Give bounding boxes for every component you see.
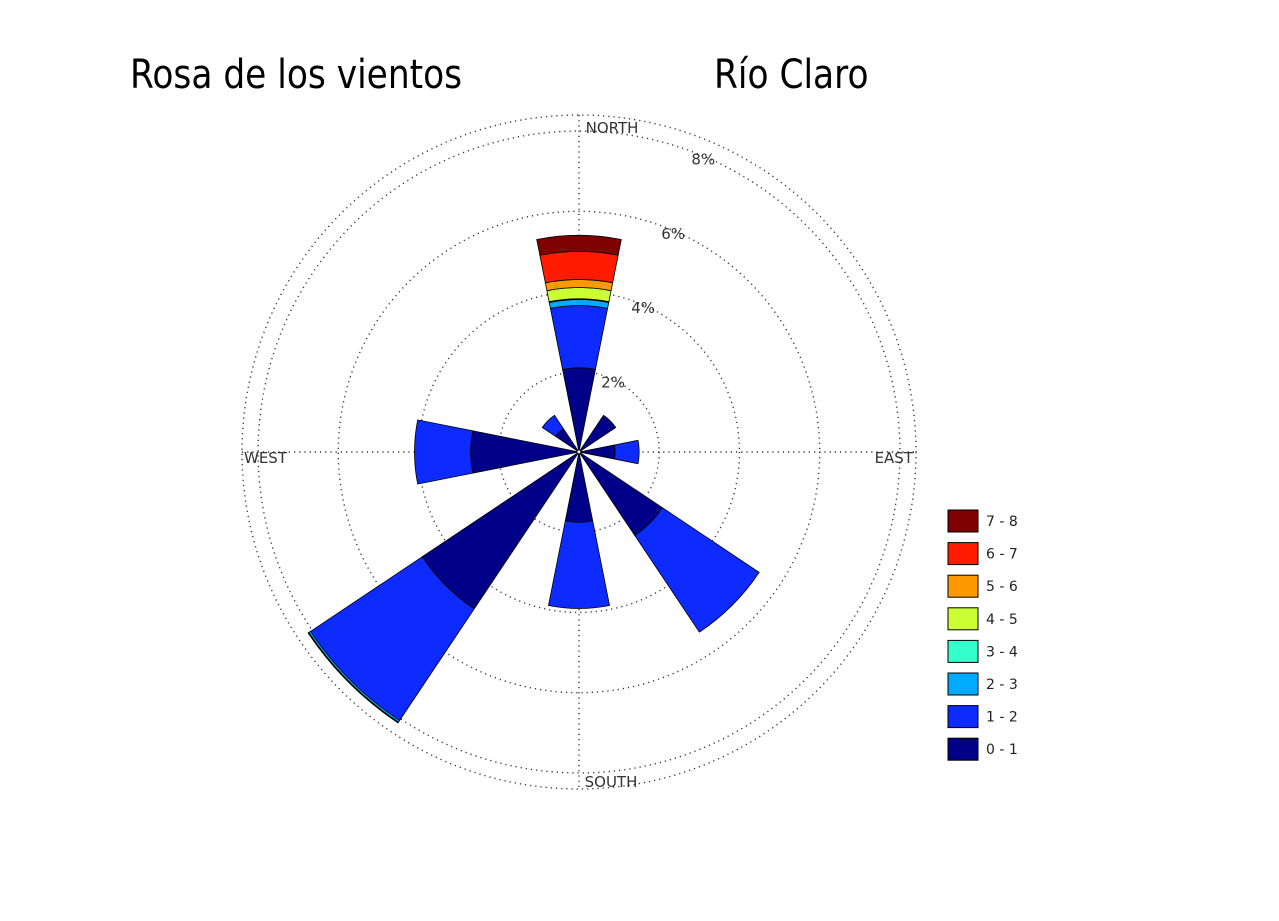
compass-label-south: SOUTH	[585, 773, 638, 791]
legend-label: 4 - 5	[986, 612, 1018, 628]
legend-swatch	[947, 639, 979, 663]
legend-swatch	[947, 607, 979, 631]
wind-sectors	[307, 235, 760, 724]
legend-label: 5 - 6	[986, 579, 1018, 595]
sector-segment	[539, 251, 619, 284]
sector-segment	[549, 305, 609, 370]
grid-ring	[257, 130, 901, 774]
legend-swatch	[947, 574, 979, 598]
legend-swatch	[947, 705, 979, 729]
sector-se	[579, 452, 760, 633]
compass-label-east: EAST	[875, 449, 914, 467]
legend-label: 2 - 3	[986, 677, 1018, 693]
legend-label: 1 - 2	[986, 710, 1018, 726]
sector-segment	[579, 414, 617, 452]
legend-swatch	[947, 542, 979, 566]
grid-ring	[417, 290, 741, 614]
legend-label: 6 - 7	[986, 547, 1018, 563]
legend-swatch	[947, 509, 979, 533]
sector-sw	[307, 452, 579, 724]
sector-s	[548, 453, 610, 609]
sector-segment	[634, 507, 760, 633]
sector-segment	[536, 235, 622, 256]
compass-label-north: NORTH	[586, 119, 639, 137]
station-name: Río Claro	[714, 52, 869, 98]
outer-circle	[241, 114, 917, 790]
sector-ne	[579, 414, 617, 452]
ring-label: 4%	[631, 299, 655, 317]
sector-w	[414, 419, 578, 485]
sector-e	[580, 439, 640, 465]
ring-label: 6%	[661, 225, 685, 243]
ring-label: 8%	[691, 150, 715, 168]
legend-swatch	[947, 737, 979, 761]
legend-label: 0 - 1	[986, 742, 1018, 758]
sector-segment	[541, 414, 564, 437]
compass-label-west: WEST	[244, 449, 288, 467]
sector-n	[536, 235, 622, 451]
legend-label: 7 - 8	[986, 514, 1018, 530]
polar-grid	[241, 114, 917, 790]
sector-segment	[613, 439, 640, 465]
chart-title: Rosa de los vientos	[130, 52, 463, 98]
axis-labels: 2% 4% 6% 8% NORTH EAST SOUTH WEST	[244, 119, 914, 791]
sector-segment	[414, 419, 474, 485]
legend-swatch	[947, 672, 979, 696]
sector-segment	[307, 631, 400, 724]
sector-nw	[541, 414, 579, 452]
legend-label: 3 - 4	[986, 644, 1018, 660]
speed-legend: 7 - 8 6 - 7 5 - 6 4 - 5 3 - 4 2 - 3 1 - 2 0 - 1	[947, 509, 1018, 761]
ring-label: 2%	[601, 374, 625, 392]
sector-segment	[548, 520, 610, 609]
